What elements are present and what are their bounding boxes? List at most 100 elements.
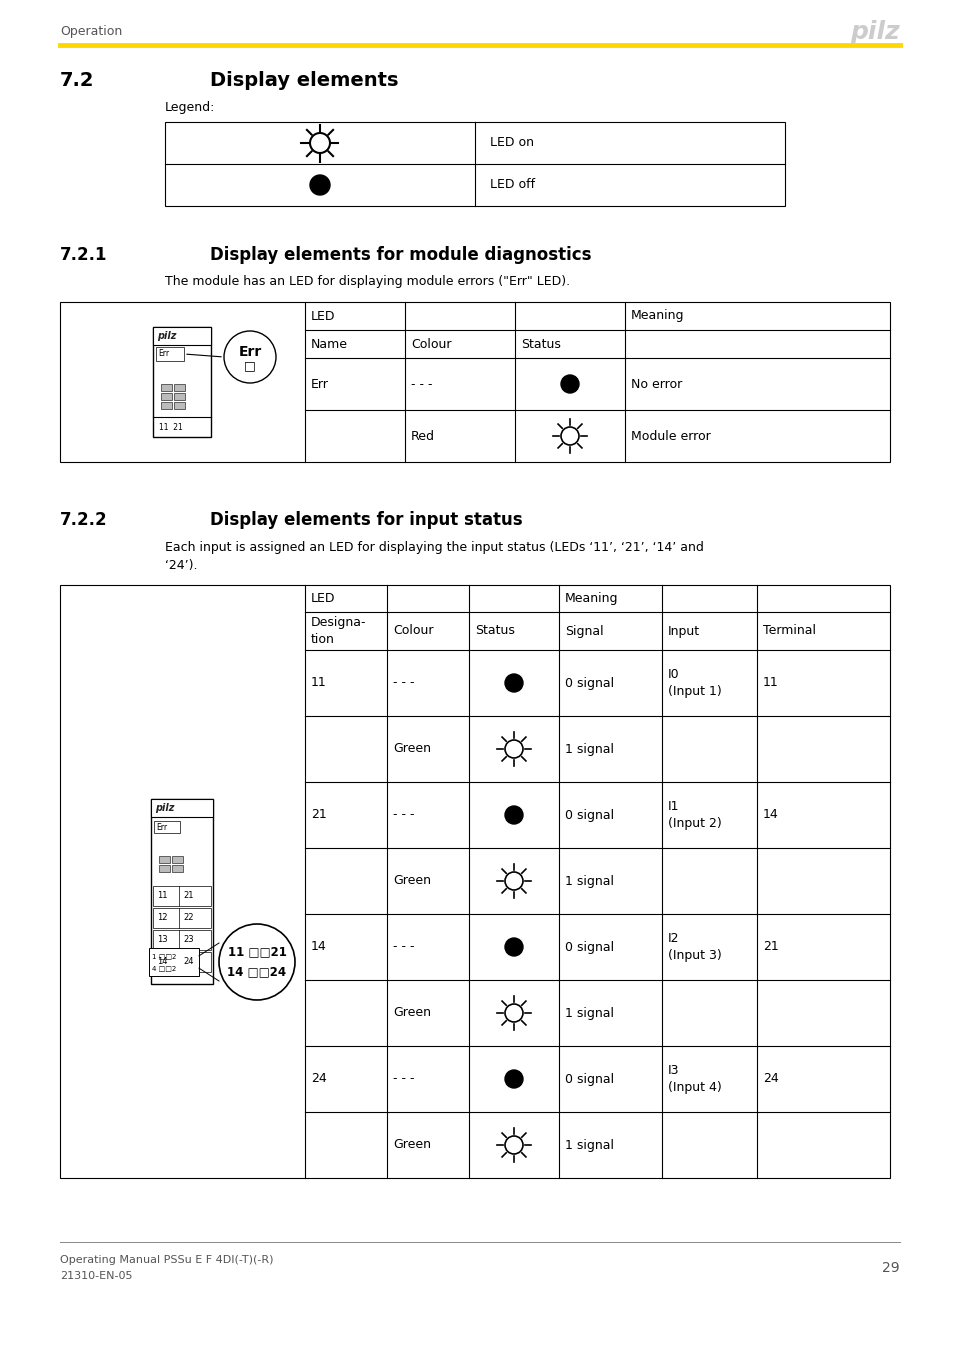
Bar <box>172 865 183 872</box>
Text: Each input is assigned an LED for displaying the input status (LEDs ‘11’, ‘21’, : Each input is assigned an LED for displa… <box>165 541 703 555</box>
Bar <box>161 402 172 409</box>
Bar <box>173 402 185 409</box>
Text: Green: Green <box>393 1007 431 1019</box>
Text: I1
(Input 2): I1 (Input 2) <box>667 801 721 829</box>
Bar <box>152 952 211 972</box>
Text: 14 □□24: 14 □□24 <box>227 965 286 979</box>
Text: 7.2: 7.2 <box>60 70 94 89</box>
Text: 1 □□2: 1 □□2 <box>152 953 176 958</box>
Bar <box>152 886 211 906</box>
Text: 14: 14 <box>157 957 168 965</box>
Text: 1 signal: 1 signal <box>564 1138 614 1152</box>
Text: 0 signal: 0 signal <box>564 941 614 953</box>
Bar <box>165 122 784 207</box>
Bar <box>151 799 213 984</box>
Text: 24: 24 <box>311 1072 327 1085</box>
Text: 7.2.2: 7.2.2 <box>60 512 108 529</box>
Bar <box>152 909 211 927</box>
Text: 21: 21 <box>311 809 327 822</box>
Text: 1 signal: 1 signal <box>564 743 614 756</box>
Text: 24: 24 <box>762 1072 778 1085</box>
Text: Green: Green <box>393 875 431 887</box>
Text: Red: Red <box>411 429 435 443</box>
Text: Status: Status <box>475 625 515 637</box>
Text: 11  21: 11 21 <box>159 423 183 432</box>
Text: Signal: Signal <box>564 625 603 637</box>
Text: LED: LED <box>311 309 335 323</box>
Text: Status: Status <box>520 338 560 351</box>
Text: 14: 14 <box>311 941 327 953</box>
Bar <box>60 302 889 462</box>
Text: 1 signal: 1 signal <box>564 1007 614 1019</box>
Text: □: □ <box>244 359 255 373</box>
Bar <box>161 393 172 400</box>
Text: Operating Manual PSSu E F 4DI(-T)(-R): Operating Manual PSSu E F 4DI(-T)(-R) <box>60 1256 274 1265</box>
Text: 14: 14 <box>762 809 778 822</box>
Text: 21310-EN-05: 21310-EN-05 <box>60 1270 132 1281</box>
Circle shape <box>504 674 522 693</box>
Text: 22: 22 <box>183 913 193 922</box>
Text: 12: 12 <box>157 913 168 922</box>
Text: Terminal: Terminal <box>762 625 815 637</box>
Circle shape <box>504 938 522 956</box>
Text: LED: LED <box>311 593 335 605</box>
Bar <box>159 865 170 872</box>
Text: 23: 23 <box>183 934 193 944</box>
Bar <box>151 799 213 817</box>
Text: Designa-
tion: Designa- tion <box>311 616 366 647</box>
Text: Name: Name <box>311 338 348 351</box>
Text: 11 □□21: 11 □□21 <box>228 945 286 958</box>
Text: No error: No error <box>630 378 681 390</box>
Text: 4 □□2: 4 □□2 <box>152 965 176 971</box>
Text: Green: Green <box>393 1138 431 1152</box>
Text: Module error: Module error <box>630 429 710 443</box>
Text: pilz: pilz <box>157 331 176 342</box>
Text: 11: 11 <box>157 891 168 899</box>
Text: The module has an LED for displaying module errors ("Err" LED).: The module has an LED for displaying mod… <box>165 275 570 289</box>
Bar <box>153 821 180 833</box>
Bar <box>173 383 185 392</box>
Text: I3
(Input 4): I3 (Input 4) <box>667 1065 721 1094</box>
Text: - - -: - - - <box>393 809 414 822</box>
Bar <box>152 327 211 346</box>
Text: Display elements: Display elements <box>210 70 398 89</box>
Bar <box>152 327 211 437</box>
Text: pilz: pilz <box>849 20 899 45</box>
Text: Operation: Operation <box>60 26 122 39</box>
Text: - - -: - - - <box>393 941 414 953</box>
Text: LED off: LED off <box>490 178 535 192</box>
Text: - - -: - - - <box>393 676 414 690</box>
Text: Meaning: Meaning <box>564 593 618 605</box>
Bar <box>149 948 199 976</box>
Text: 11: 11 <box>311 676 327 690</box>
Bar <box>161 383 172 392</box>
Text: I2
(Input 3): I2 (Input 3) <box>667 933 721 961</box>
Text: Display elements for module diagnostics: Display elements for module diagnostics <box>210 246 591 265</box>
Circle shape <box>560 375 578 393</box>
Bar <box>159 856 170 863</box>
Text: 13: 13 <box>157 934 168 944</box>
Text: 7.2.1: 7.2.1 <box>60 246 108 265</box>
Text: Colour: Colour <box>411 338 451 351</box>
Text: I0
(Input 1): I0 (Input 1) <box>667 668 721 698</box>
Text: Err: Err <box>156 822 167 832</box>
Text: 0 signal: 0 signal <box>564 676 614 690</box>
Text: Display elements for input status: Display elements for input status <box>210 512 522 529</box>
Text: 21: 21 <box>762 941 778 953</box>
Circle shape <box>224 331 275 383</box>
Text: LED on: LED on <box>490 136 534 150</box>
Text: Input: Input <box>667 625 700 637</box>
Circle shape <box>219 923 294 1000</box>
Circle shape <box>310 176 330 194</box>
Circle shape <box>504 806 522 824</box>
Text: Legend:: Legend: <box>165 100 215 113</box>
Bar <box>156 347 184 360</box>
Bar <box>152 930 211 950</box>
Text: 24: 24 <box>183 957 193 965</box>
Bar <box>173 393 185 400</box>
Text: Err: Err <box>238 346 261 359</box>
Text: 0 signal: 0 signal <box>564 1072 614 1085</box>
Text: 0 signal: 0 signal <box>564 809 614 822</box>
Text: pilz: pilz <box>154 803 174 813</box>
Text: Err: Err <box>311 378 329 390</box>
